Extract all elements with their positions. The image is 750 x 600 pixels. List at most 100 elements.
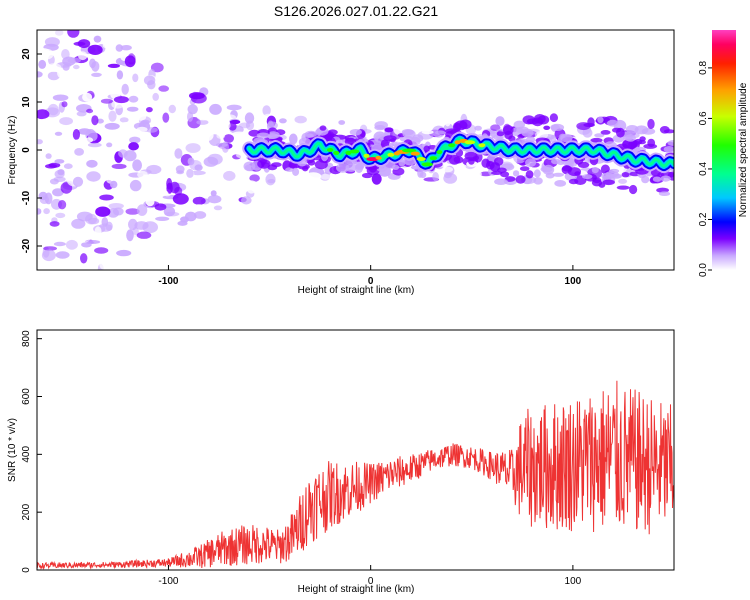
spectrogram-blob <box>194 211 207 219</box>
spectrogram-blob <box>551 158 561 165</box>
spectrogram-hotspot <box>363 153 370 158</box>
spectrogram-blob <box>216 132 226 139</box>
spectrogram-blob <box>590 137 603 143</box>
spectrogram-blob <box>271 162 282 168</box>
spectrogram-blob <box>58 200 67 210</box>
colorbar-label: Normalized spectral amplitude <box>738 82 749 217</box>
spectrogram-y-tick-label: 10 <box>21 96 32 108</box>
spectrogram-blob <box>126 229 134 242</box>
spectrogram-blob <box>98 74 110 87</box>
spectrogram-blob <box>384 127 394 133</box>
spectrogram-blob <box>136 231 152 239</box>
spectrogram-blob <box>49 221 60 227</box>
spectrogram-blob <box>621 172 630 178</box>
spectrogram-blob <box>73 64 80 70</box>
spectrogram-blob <box>172 193 189 205</box>
spectrogram-blob <box>646 135 660 140</box>
spectrogram-x-tick-label: 0 <box>368 276 374 287</box>
spectrogram-blob <box>73 41 86 46</box>
spectrogram-blob <box>120 122 133 128</box>
snr-x-label: Height of straight line (km) <box>298 584 415 595</box>
spectrogram-blob <box>187 157 195 166</box>
spectrogram-blob <box>46 63 62 73</box>
spectrogram-x-tick-label: 100 <box>565 276 582 287</box>
spectrogram-blob <box>106 142 113 148</box>
spectrogram-blob <box>600 130 611 135</box>
spectrogram-blob <box>116 70 124 80</box>
snr-y-tick-label: 600 <box>21 388 32 405</box>
spectrogram-hotspot <box>410 151 420 156</box>
spectrogram-blob <box>550 123 565 131</box>
spectrogram-blob <box>495 116 505 126</box>
spectrogram-blob <box>543 125 551 130</box>
spectrogram-blob <box>154 203 167 211</box>
spectrogram-blob <box>525 170 534 179</box>
spectrogram-blob <box>319 125 327 131</box>
spectrogram-blob <box>659 126 670 134</box>
spectrogram-blob <box>249 174 260 182</box>
spectrogram-blob <box>150 62 164 73</box>
snr-panel: -100 0 100 0 200 400 600 800 Height of straigh… <box>7 329 675 595</box>
spectrogram-blob <box>100 98 113 104</box>
spectrogram-blob <box>158 85 169 92</box>
spectrogram-blob <box>245 120 255 131</box>
spectrogram-blob <box>65 239 78 250</box>
spectrogram-y-label: Frequency (Hz) <box>7 116 18 185</box>
spectrogram-blob <box>76 211 93 222</box>
spectrogram-blob <box>616 127 625 138</box>
spectrogram-blob <box>54 159 65 164</box>
spectrogram-blob <box>44 37 60 47</box>
spectrogram-blob <box>186 168 194 178</box>
spectrogram-blob <box>393 123 404 135</box>
spectrogram-blob <box>496 131 505 137</box>
spectrogram-blob <box>441 166 454 173</box>
spectrogram-blob <box>116 249 132 257</box>
spectrogram-blob <box>86 171 101 182</box>
spectrogram-blob <box>44 192 53 205</box>
spectrogram-blob <box>533 177 543 185</box>
spectrogram-blob <box>43 246 57 251</box>
spectrogram-blob <box>568 178 579 185</box>
spectrogram-blob <box>67 30 80 38</box>
spectrogram-blob <box>279 118 287 124</box>
spectrogram-blob <box>213 205 223 211</box>
spectrogram-blob <box>597 116 604 124</box>
spectrogram-blob <box>45 153 52 159</box>
spectrogram-blob <box>192 196 206 205</box>
spectrogram-blob <box>76 111 87 117</box>
spectrogram-blob <box>93 35 102 43</box>
snr-x-tick-label: 100 <box>565 576 582 587</box>
spectrogram-blob <box>145 127 158 133</box>
colorbar-tick-label: 0.6 <box>698 111 709 125</box>
spectrogram-hotspot <box>387 152 395 157</box>
spectrogram-blob <box>87 44 103 56</box>
spectrogram-blob <box>108 110 117 122</box>
spectrogram-blob <box>218 120 231 131</box>
spectrogram-blob <box>51 30 67 40</box>
snr-frame <box>36 329 675 571</box>
spectrogram-blob <box>72 176 84 187</box>
spectrogram-blob <box>320 173 331 180</box>
spectrogram-blob <box>191 191 202 198</box>
spectrogram-blob <box>221 141 229 153</box>
spectrogram-blob <box>54 131 63 136</box>
spectrogram-blob <box>67 263 81 270</box>
spectrogram-blob <box>343 174 352 185</box>
spectrogram-y-ticks: -20 -10 0 10 20 <box>21 48 42 253</box>
spectrogram-blob <box>147 151 160 162</box>
spectrogram-blob <box>582 174 593 180</box>
spectrogram-blob <box>134 221 149 230</box>
spectrogram-blob <box>658 191 671 196</box>
spectrogram-blob <box>305 172 322 181</box>
spectrogram-blob <box>512 170 520 177</box>
spectrogram-blob <box>37 208 42 215</box>
spectrogram-blob <box>37 71 43 78</box>
spectrogram-blob <box>533 114 546 124</box>
spectrogram-blob <box>61 101 68 108</box>
spectrogram-blob <box>45 164 57 169</box>
spectrogram-blob <box>452 122 461 132</box>
spectrogram-blob <box>667 140 674 146</box>
spectrogram-blob <box>168 104 176 114</box>
spectrogram-blob <box>349 129 362 136</box>
spectrogram-blob <box>47 103 59 116</box>
